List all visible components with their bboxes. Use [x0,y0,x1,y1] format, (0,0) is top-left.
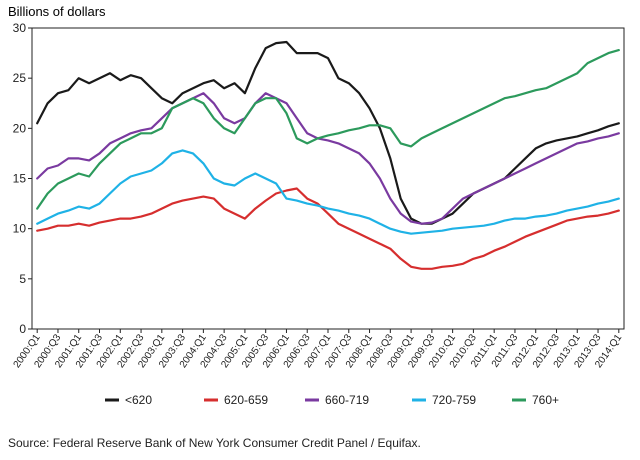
y-tick-label: 10 [13,222,27,236]
series-line-4 [36,48,620,210]
y-tick-label: 15 [13,172,27,186]
y-tick-label: 30 [13,21,27,35]
series-line-2 [36,92,620,225]
y-tick-label: 0 [19,322,26,336]
legend: <620 620-659 660-719 720-759 760+ [105,393,559,407]
legend-label: 620-659 [224,393,268,407]
series-line-3 [36,149,620,235]
plot-frame [31,27,625,330]
legend-label: 760+ [532,393,559,407]
y-tick-label: 25 [13,71,27,85]
legend-label: 660-719 [325,393,369,407]
series-line-0 [36,40,620,225]
source-note: Source: Federal Reserve Bank of New York… [8,436,421,450]
legend-label: <620 [125,393,152,407]
legend-label: 720-759 [432,393,476,407]
y-tick-label: 20 [13,121,27,135]
x-axis: 2000:Q12000:Q32001:Q12001:Q32002:Q12002:… [12,329,625,370]
y-tick-label: 5 [19,272,26,286]
series-line-1 [36,187,620,270]
y-axis-label: Billions of dollars [8,4,106,19]
y-axis: 0 5 10 15 20 25 30 [13,21,32,336]
series-lines [36,40,620,270]
